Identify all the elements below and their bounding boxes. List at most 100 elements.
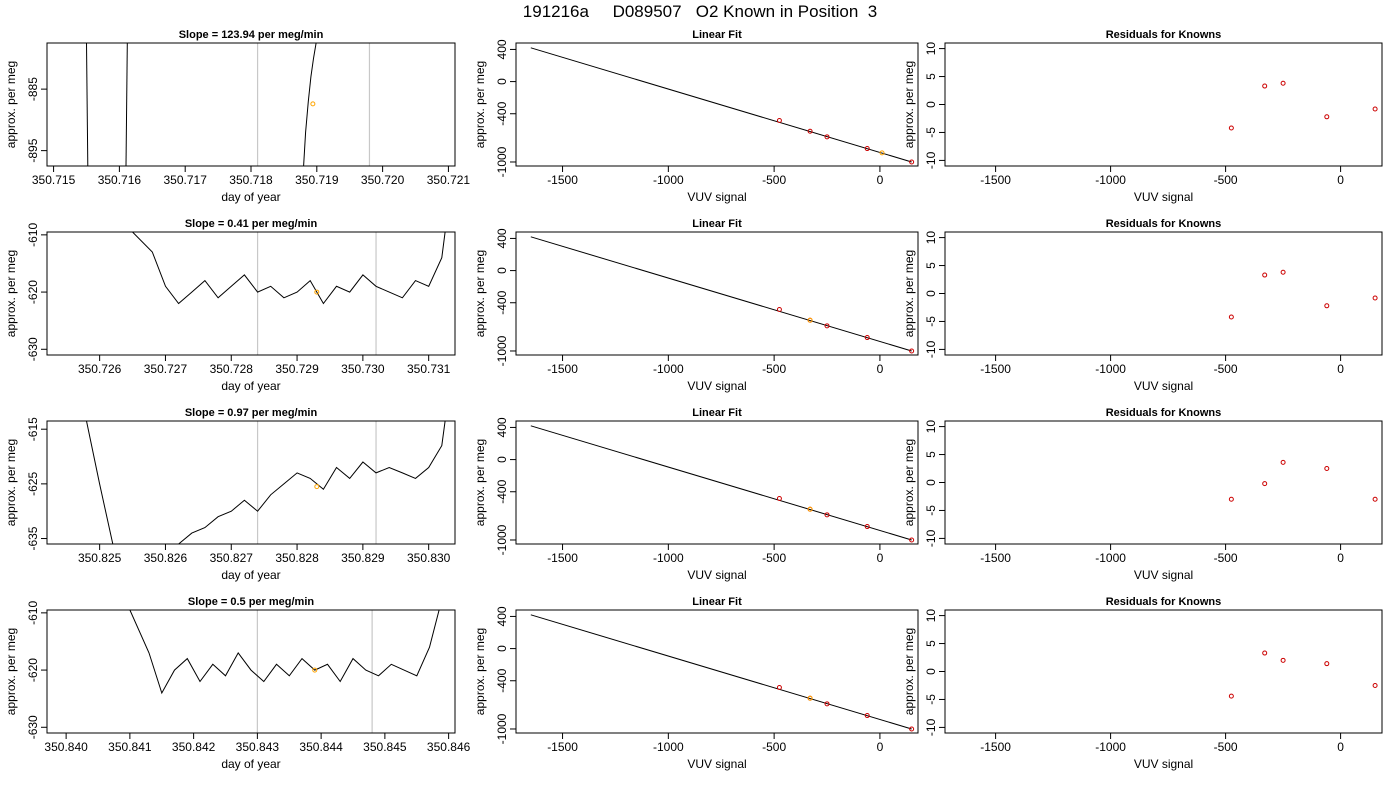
x-tick-label: -500: [1214, 173, 1238, 187]
series-line: [125, 43, 128, 166]
data-point: [1262, 83, 1268, 89]
data-point: [909, 726, 915, 732]
fit-line: [530, 425, 912, 541]
x-tick-label: 0: [1337, 740, 1344, 754]
y-tick-label: 10: [924, 231, 938, 245]
plot-content: [132, 232, 446, 305]
highlight-point: [314, 289, 320, 295]
data-point: [1372, 496, 1378, 502]
x-axis-label: day of year: [221, 757, 280, 771]
chart-panel-8: Linear Fit-1500 -1000 -500 04000-400-1000VU…: [473, 407, 919, 582]
y-axis-label: approx. per meg: [473, 61, 487, 148]
highlight-point: [879, 150, 885, 156]
data-point: [1228, 693, 1234, 699]
data-point: [1324, 303, 1330, 309]
x-tick-label: 0: [877, 362, 884, 376]
panel-title: Residuals for Knowns: [1106, 29, 1222, 41]
x-tick-label: -1500: [547, 551, 578, 565]
x-tick-label: -1500: [980, 551, 1011, 565]
data-point: [864, 146, 870, 152]
x-tick-label: -500: [1214, 551, 1238, 565]
data-point: [824, 134, 830, 140]
data-point: [776, 306, 782, 312]
x-tick-label: -1000: [653, 173, 684, 187]
fit-line: [530, 47, 912, 163]
y-axis-label: approx. per meg: [4, 628, 18, 715]
y-axis-label: approx. per meg: [4, 61, 18, 148]
plot-frame: [515, 609, 919, 734]
y-tick-label: 10: [924, 420, 938, 434]
plot-frame: [46, 231, 456, 356]
chart-panel-12: Residuals for Knowns -1500 -1000 -500 0 10 5 0 -…: [902, 596, 1383, 771]
y-tick-label: 400: [495, 39, 509, 59]
y-tick-label: -1000: [495, 713, 509, 744]
y-tick-label: -625: [26, 472, 40, 496]
x-axis-label: day of year: [221, 379, 280, 393]
chart-panel-9: Residuals for Knowns -1500 -1000 -500 0 10 5 0 -…: [902, 407, 1383, 582]
chart-panel-3: Residuals for Knowns -1500 -1000 -500 0 10 5 0 -…: [902, 29, 1383, 204]
plot-content: [1228, 80, 1378, 131]
x-tick-label: 350.827: [210, 551, 254, 565]
y-tick-label: -5: [924, 316, 938, 327]
x-tick-label: -1000: [653, 740, 684, 754]
x-tick-label: 350.718: [229, 173, 273, 187]
x-tick-label: -1500: [980, 362, 1011, 376]
figure-title: 191216a D089507 O2 Known in Position 3: [522, 2, 878, 21]
data-point: [1280, 459, 1286, 465]
data-point: [776, 117, 782, 123]
x-tick-label: -1500: [547, 362, 578, 376]
plot-frame: [944, 231, 1383, 356]
y-tick-label: -400: [495, 668, 509, 692]
y-tick-label: -400: [495, 290, 509, 314]
x-tick-label: 350.829: [341, 551, 385, 565]
x-tick-label: -1000: [1095, 362, 1126, 376]
plot-frame: [944, 420, 1383, 545]
y-tick-label: 0: [924, 101, 938, 108]
y-tick-label: -400: [495, 101, 509, 125]
y-tick-label: -620: [26, 280, 40, 304]
data-point: [1372, 682, 1378, 688]
data-point: [1372, 106, 1378, 112]
x-tick-label: -500: [1214, 740, 1238, 754]
y-tick-label: -10: [924, 340, 938, 358]
data-point: [1324, 114, 1330, 120]
x-tick-label: -1500: [547, 173, 578, 187]
x-tick-label: 350.841: [108, 740, 152, 754]
data-point: [1324, 466, 1330, 472]
panel-title: Linear Fit: [692, 29, 742, 41]
plot-content: [530, 425, 915, 543]
y-axis-label: approx. per meg: [902, 628, 916, 715]
y-tick-label: 0: [924, 668, 938, 675]
x-tick-label: -1000: [653, 362, 684, 376]
plot-content: [129, 610, 440, 695]
x-tick-label: 350.731: [407, 362, 451, 376]
x-tick-label: -1000: [1095, 740, 1126, 754]
y-axis-label: approx. per meg: [902, 61, 916, 148]
panel-title: Slope = 0.5 per meg/min: [188, 596, 315, 608]
x-tick-label: 350.716: [98, 173, 142, 187]
series-line: [86, 421, 446, 544]
y-tick-label: 0: [924, 290, 938, 297]
plot-content: [1228, 650, 1378, 699]
y-tick-label: 5: [924, 73, 938, 80]
x-tick-label: 350.719: [295, 173, 339, 187]
x-tick-label: 350.730: [341, 362, 385, 376]
x-tick-label: 0: [1337, 362, 1344, 376]
y-tick-label: -1000: [495, 524, 509, 555]
highlight-point: [807, 317, 813, 323]
y-tick-label: -5: [924, 505, 938, 516]
x-tick-label: -1500: [547, 740, 578, 754]
highlight-point: [310, 101, 316, 107]
y-axis-label: approx. per meg: [473, 439, 487, 526]
y-tick-label: -630: [26, 715, 40, 739]
data-point: [909, 537, 915, 543]
plot-frame: [46, 42, 456, 167]
x-tick-label: 350.721: [427, 173, 471, 187]
chart-panel-11: Linear Fit-1500 -1000 -500 04000-400-1000VU…: [473, 596, 919, 771]
data-point: [1228, 125, 1234, 131]
data-point: [864, 524, 870, 530]
x-tick-label: 350.727: [144, 362, 188, 376]
y-axis-label: approx. per meg: [902, 250, 916, 337]
x-tick-label: 350.830: [407, 551, 451, 565]
